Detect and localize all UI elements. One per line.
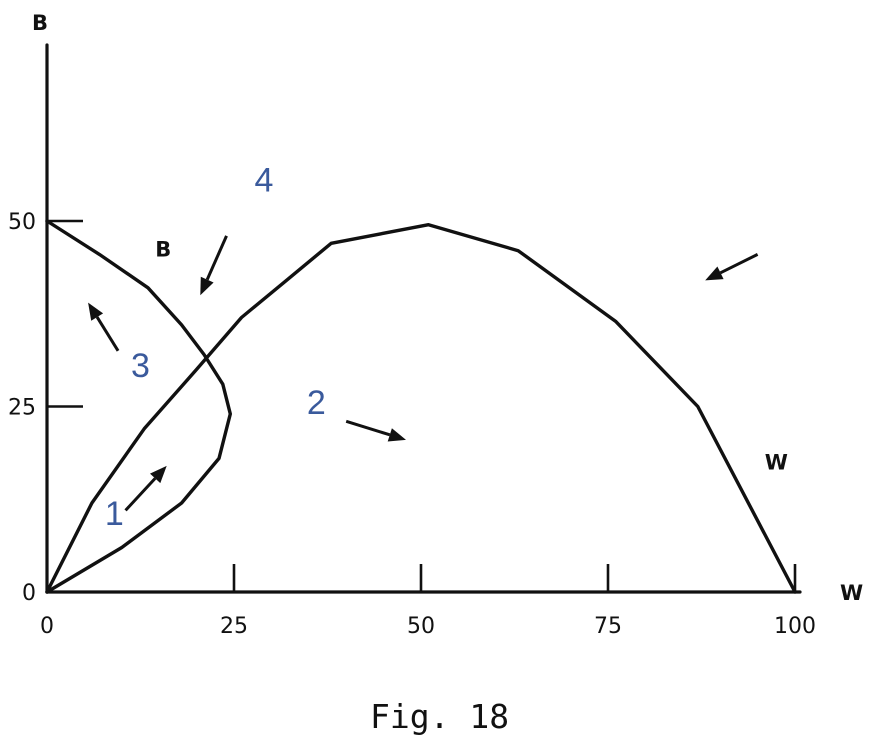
region-label-1: 1	[105, 495, 124, 533]
y-tick-label: 50	[8, 210, 36, 235]
curve-w	[45, 223, 797, 594]
y-axis-title: B	[32, 11, 48, 35]
arrow-head	[705, 266, 724, 281]
curve-label-b: B	[155, 238, 171, 262]
arrow-shaft	[205, 235, 228, 281]
flow-arrow	[705, 253, 759, 281]
y-tick-label: 25	[8, 396, 36, 421]
region-label-4: 4	[254, 161, 273, 199]
x-axis-title: W	[840, 581, 863, 605]
curve-b	[45, 219, 232, 594]
flow-arrow	[124, 465, 167, 512]
figure-caption: Fig. 18	[370, 697, 509, 736]
x-tick-label: 100	[774, 614, 816, 639]
x-tick-label: 0	[40, 614, 54, 639]
y-tick-label: 0	[22, 581, 36, 606]
arrow-head	[387, 428, 406, 442]
x-tick-label: 25	[220, 614, 248, 639]
x-tick-label: 50	[407, 614, 435, 639]
arrow-head	[88, 302, 104, 321]
region-label-2: 2	[307, 384, 326, 422]
arrow-shaft	[345, 419, 391, 437]
arrow-shaft	[95, 316, 120, 352]
flow-arrow	[200, 235, 228, 296]
x-tick-label: 75	[594, 614, 622, 639]
arrow-shaft	[124, 477, 157, 512]
flow-arrow	[88, 302, 120, 352]
arrow-head	[150, 465, 167, 484]
arrow-shaft	[719, 253, 759, 275]
flow-arrow	[345, 419, 406, 442]
arrow-head	[200, 276, 214, 296]
curve-label-w: W	[765, 451, 788, 475]
region-label-3: 3	[131, 347, 150, 385]
